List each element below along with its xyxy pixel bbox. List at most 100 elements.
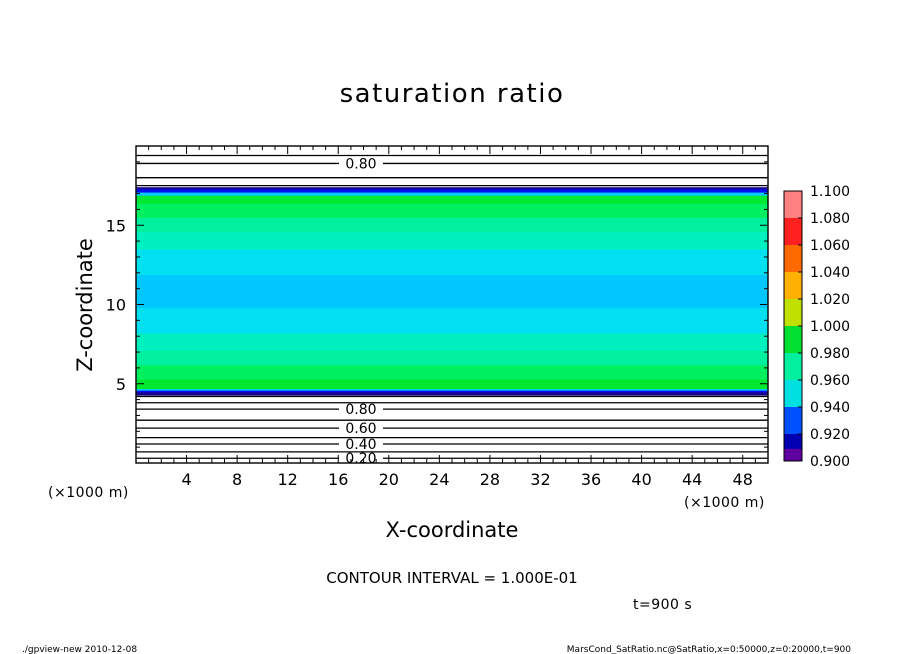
shaded-band: [136, 291, 768, 295]
shaded-band: [136, 382, 768, 385]
shaded-band: [136, 231, 768, 234]
x-tick-label: 24: [429, 470, 449, 489]
shaded-band: [136, 196, 768, 199]
colorbar-segment: [784, 326, 802, 354]
shaded-band: [136, 244, 768, 247]
shaded-band: [136, 359, 768, 363]
shaded-band: [136, 214, 768, 217]
colorbar-label: 0.960: [810, 373, 850, 389]
shaded-band: [136, 374, 768, 377]
shaded-field: [136, 187, 768, 396]
shaded-band: [136, 318, 768, 321]
shaded-band: [136, 369, 768, 372]
y-axis-label: Z-coordinate: [73, 238, 97, 372]
shaded-band: [136, 385, 768, 388]
shaded-band: [136, 260, 768, 263]
shaded-band: [136, 210, 768, 214]
shaded-band: [136, 293, 768, 296]
shaded-band: [136, 363, 768, 366]
shaded-band: [136, 314, 768, 317]
shaded-band: [136, 348, 768, 352]
shaded-band: [136, 345, 768, 348]
colorbar-segment: [784, 299, 802, 327]
shaded-band: [136, 253, 768, 256]
y-tick-label: 5: [116, 375, 126, 394]
axis-ticks: [136, 146, 768, 463]
x-tick-label: 48: [733, 470, 753, 489]
shaded-band: [136, 190, 768, 193]
colorbar-label: 0.940: [810, 400, 850, 416]
shaded-band: [136, 328, 768, 331]
shaded-band: [136, 237, 768, 241]
shaded-band: [136, 195, 768, 198]
shaded-band: [136, 299, 768, 302]
plot-area: 0.200.400.60 0.80 0.80: [135, 145, 769, 467]
shaded-band: [136, 331, 768, 334]
colorbar-segment: [784, 380, 802, 408]
colorbar-segment: [784, 448, 802, 461]
shaded-band: [136, 309, 768, 312]
shaded-band: [136, 317, 768, 320]
colorbar-label: 0.900: [810, 454, 850, 470]
shaded-band: [136, 336, 768, 339]
shaded-band: [136, 333, 768, 336]
colorbar-segment: [784, 218, 802, 246]
colorbar-labels: 1.100 1.080 1.060 1.040 1.020 1.000 0.980 0.960…: [810, 184, 850, 470]
shaded-band: [136, 230, 768, 233]
x-tick-label: 40: [631, 470, 651, 489]
contour-label: 0.40: [345, 437, 376, 453]
shaded-band: [136, 261, 768, 264]
contour-label: 0.20: [345, 451, 376, 467]
shaded-band: [136, 218, 768, 222]
shaded-band: [136, 372, 768, 375]
shaded-band: [136, 393, 768, 396]
shaded-band: [136, 304, 768, 307]
colorbar-label: 1.020: [810, 292, 850, 308]
contour-label: 0.60: [345, 421, 376, 437]
y-tick-labels: 5 10 15: [106, 216, 126, 394]
shaded-band: [136, 371, 768, 374]
x-axis-label: X-coordinate: [386, 518, 519, 542]
shaded-band: [136, 263, 768, 266]
shaded-band: [136, 358, 768, 361]
shaded-band: [136, 201, 768, 204]
shaded-band: [136, 315, 768, 318]
time-label: t=900 s: [633, 597, 692, 613]
shaded-band: [136, 264, 768, 268]
shaded-band: [136, 279, 768, 282]
shaded-band: [136, 269, 768, 272]
colorbar-label: 0.980: [810, 346, 850, 362]
shaded-band: [136, 307, 768, 310]
shaded-band: [136, 217, 768, 220]
shaded-band: [136, 347, 768, 350]
shaded-band: [136, 287, 768, 290]
shaded-band: [136, 388, 768, 391]
shaded-band: [136, 342, 768, 345]
shaded-band: [136, 285, 768, 288]
shaded-band: [136, 271, 768, 274]
shaded-band: [136, 325, 768, 328]
shaded-band: [136, 188, 768, 191]
shaded-band: [136, 280, 768, 283]
shaded-band: [136, 364, 768, 367]
shaded-band: [136, 206, 768, 209]
shaded-band: [136, 223, 768, 226]
colorbar-segment: [784, 353, 802, 381]
footer-left: ./gpview-new 2010-12-08: [22, 645, 137, 654]
colorbar-label: 1.040: [810, 265, 850, 281]
shaded-band: [136, 334, 768, 337]
shaded-band: [136, 367, 768, 371]
shaded-band: [136, 209, 768, 212]
shaded-band: [136, 380, 768, 383]
x-tick-label: 4: [181, 470, 191, 489]
shaded-band: [136, 233, 768, 236]
shaded-band: [136, 239, 768, 242]
colorbar-label: 1.000: [810, 319, 850, 335]
shaded-band: [136, 366, 768, 369]
shaded-band: [136, 199, 768, 203]
colorbar-segment: [784, 407, 802, 435]
x-tick-label: 16: [328, 470, 348, 489]
contour-label: 0.80: [345, 156, 376, 172]
colorbar-label: 1.100: [810, 184, 850, 200]
